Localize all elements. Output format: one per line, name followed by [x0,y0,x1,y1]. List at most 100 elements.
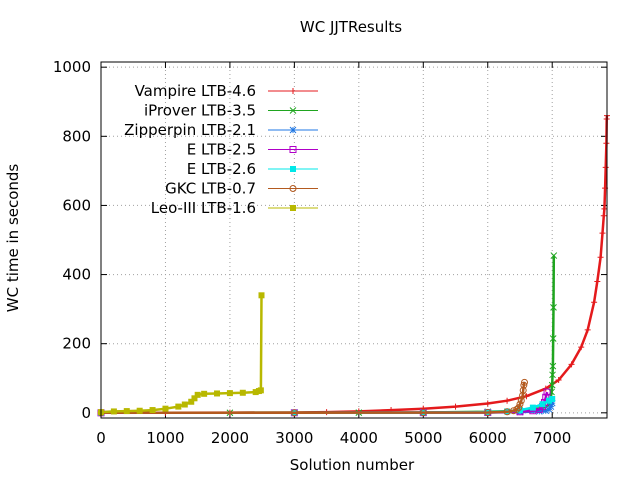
series-line [100,295,263,414]
data-point [578,344,585,351]
x-tick-label: 4000 [340,429,378,447]
x-tick-label: 3000 [275,429,313,447]
data-point [214,390,221,397]
data-point [513,405,521,413]
data-point [549,362,557,370]
series-5 [97,378,528,417]
legend-label: GKC LTB-0.7 [165,180,256,198]
data-point [519,392,527,400]
data-point [523,393,530,400]
data-point [520,381,528,389]
data-point [550,304,557,311]
data-point [290,409,298,417]
data-point [547,403,555,410]
legend-label: Zipperpin LTB-2.1 [124,121,256,139]
data-point [545,397,552,404]
data-point [175,403,182,410]
data-point [549,395,556,402]
plot-border [100,61,608,419]
data-point [517,397,525,405]
data-point [549,371,556,379]
data-point [123,408,130,415]
data-point [516,400,524,408]
data-point [110,408,117,415]
x-axis-label: Solution number [290,456,415,474]
data-point [542,407,550,415]
legend-label: E LTB-2.6 [187,160,256,178]
data-point [484,400,491,407]
data-point [600,212,607,219]
data-point [188,398,195,405]
y-tick-label: 200 [62,335,91,353]
data-point [194,391,201,398]
series-6 [98,292,265,416]
legend-label: Leo-III LTB-1.6 [151,199,256,217]
x-tick-label: 7000 [533,429,571,447]
legend-marker [289,146,297,153]
legend-marker [290,88,296,94]
data-point [599,230,606,237]
data-point [520,378,528,386]
series-line [100,115,609,415]
data-point [597,254,604,261]
legend-marker [289,185,297,192]
y-tick-label: 800 [62,127,91,145]
x-tick-label: 0 [96,429,106,447]
data-point [545,406,553,413]
legend-marker [290,205,296,211]
data-point [603,140,610,147]
legend-label: iProver LTB-3.5 [144,102,256,120]
data-point [550,252,558,259]
legend: Vampire LTB-4.6 iProver LTB-3.5Zipperpin … [124,82,318,217]
data-point [484,408,492,416]
data-point [548,399,556,407]
data-point [539,401,546,408]
series-line [100,255,556,415]
y-tick-label: 0 [81,404,91,422]
series-line [100,382,526,415]
legend-marker [290,166,296,172]
data-point [252,389,259,396]
axis-ticks: 0 1000 2000 3000 4000 5000 6000 7000 0 200 400 600 8… [53,58,607,447]
data-point [257,387,264,394]
data-point [515,404,523,412]
data-point [543,388,551,396]
legend-marker [289,107,297,114]
data-point [452,403,459,410]
data-point [191,395,198,402]
data-point [419,409,427,417]
data-point [529,404,536,411]
data-point [601,205,608,212]
data-point [594,278,601,285]
series-0 [98,112,610,416]
data-point [162,405,169,412]
chart-title: WC JJTResults [300,18,402,36]
legend-label: Vampire LTB-4.6 [135,82,256,100]
y-tick-label: 1000 [53,58,91,76]
data-point [535,408,543,415]
data-point [136,407,143,414]
x-tick-label: 2000 [211,429,249,447]
data-point [519,386,527,394]
y-tick-label: 400 [62,266,91,284]
data-point [504,397,511,404]
data-point [548,381,556,389]
data-point [226,390,233,397]
x-tick-label: 5000 [404,429,442,447]
data-point [591,299,598,306]
series-lines [97,112,610,417]
legend-marker [289,126,297,134]
y-axis-label: WC time in seconds [4,164,22,313]
data-point [258,292,265,299]
data-point [549,335,557,342]
data-point [584,326,591,333]
legend-label: E LTB-2.5 [187,141,256,159]
data-point [602,164,609,171]
data-point [568,361,575,368]
data-point [542,393,550,401]
y-tick-label: 600 [62,196,91,214]
data-point [201,390,208,397]
x-tick-label: 6000 [469,429,507,447]
